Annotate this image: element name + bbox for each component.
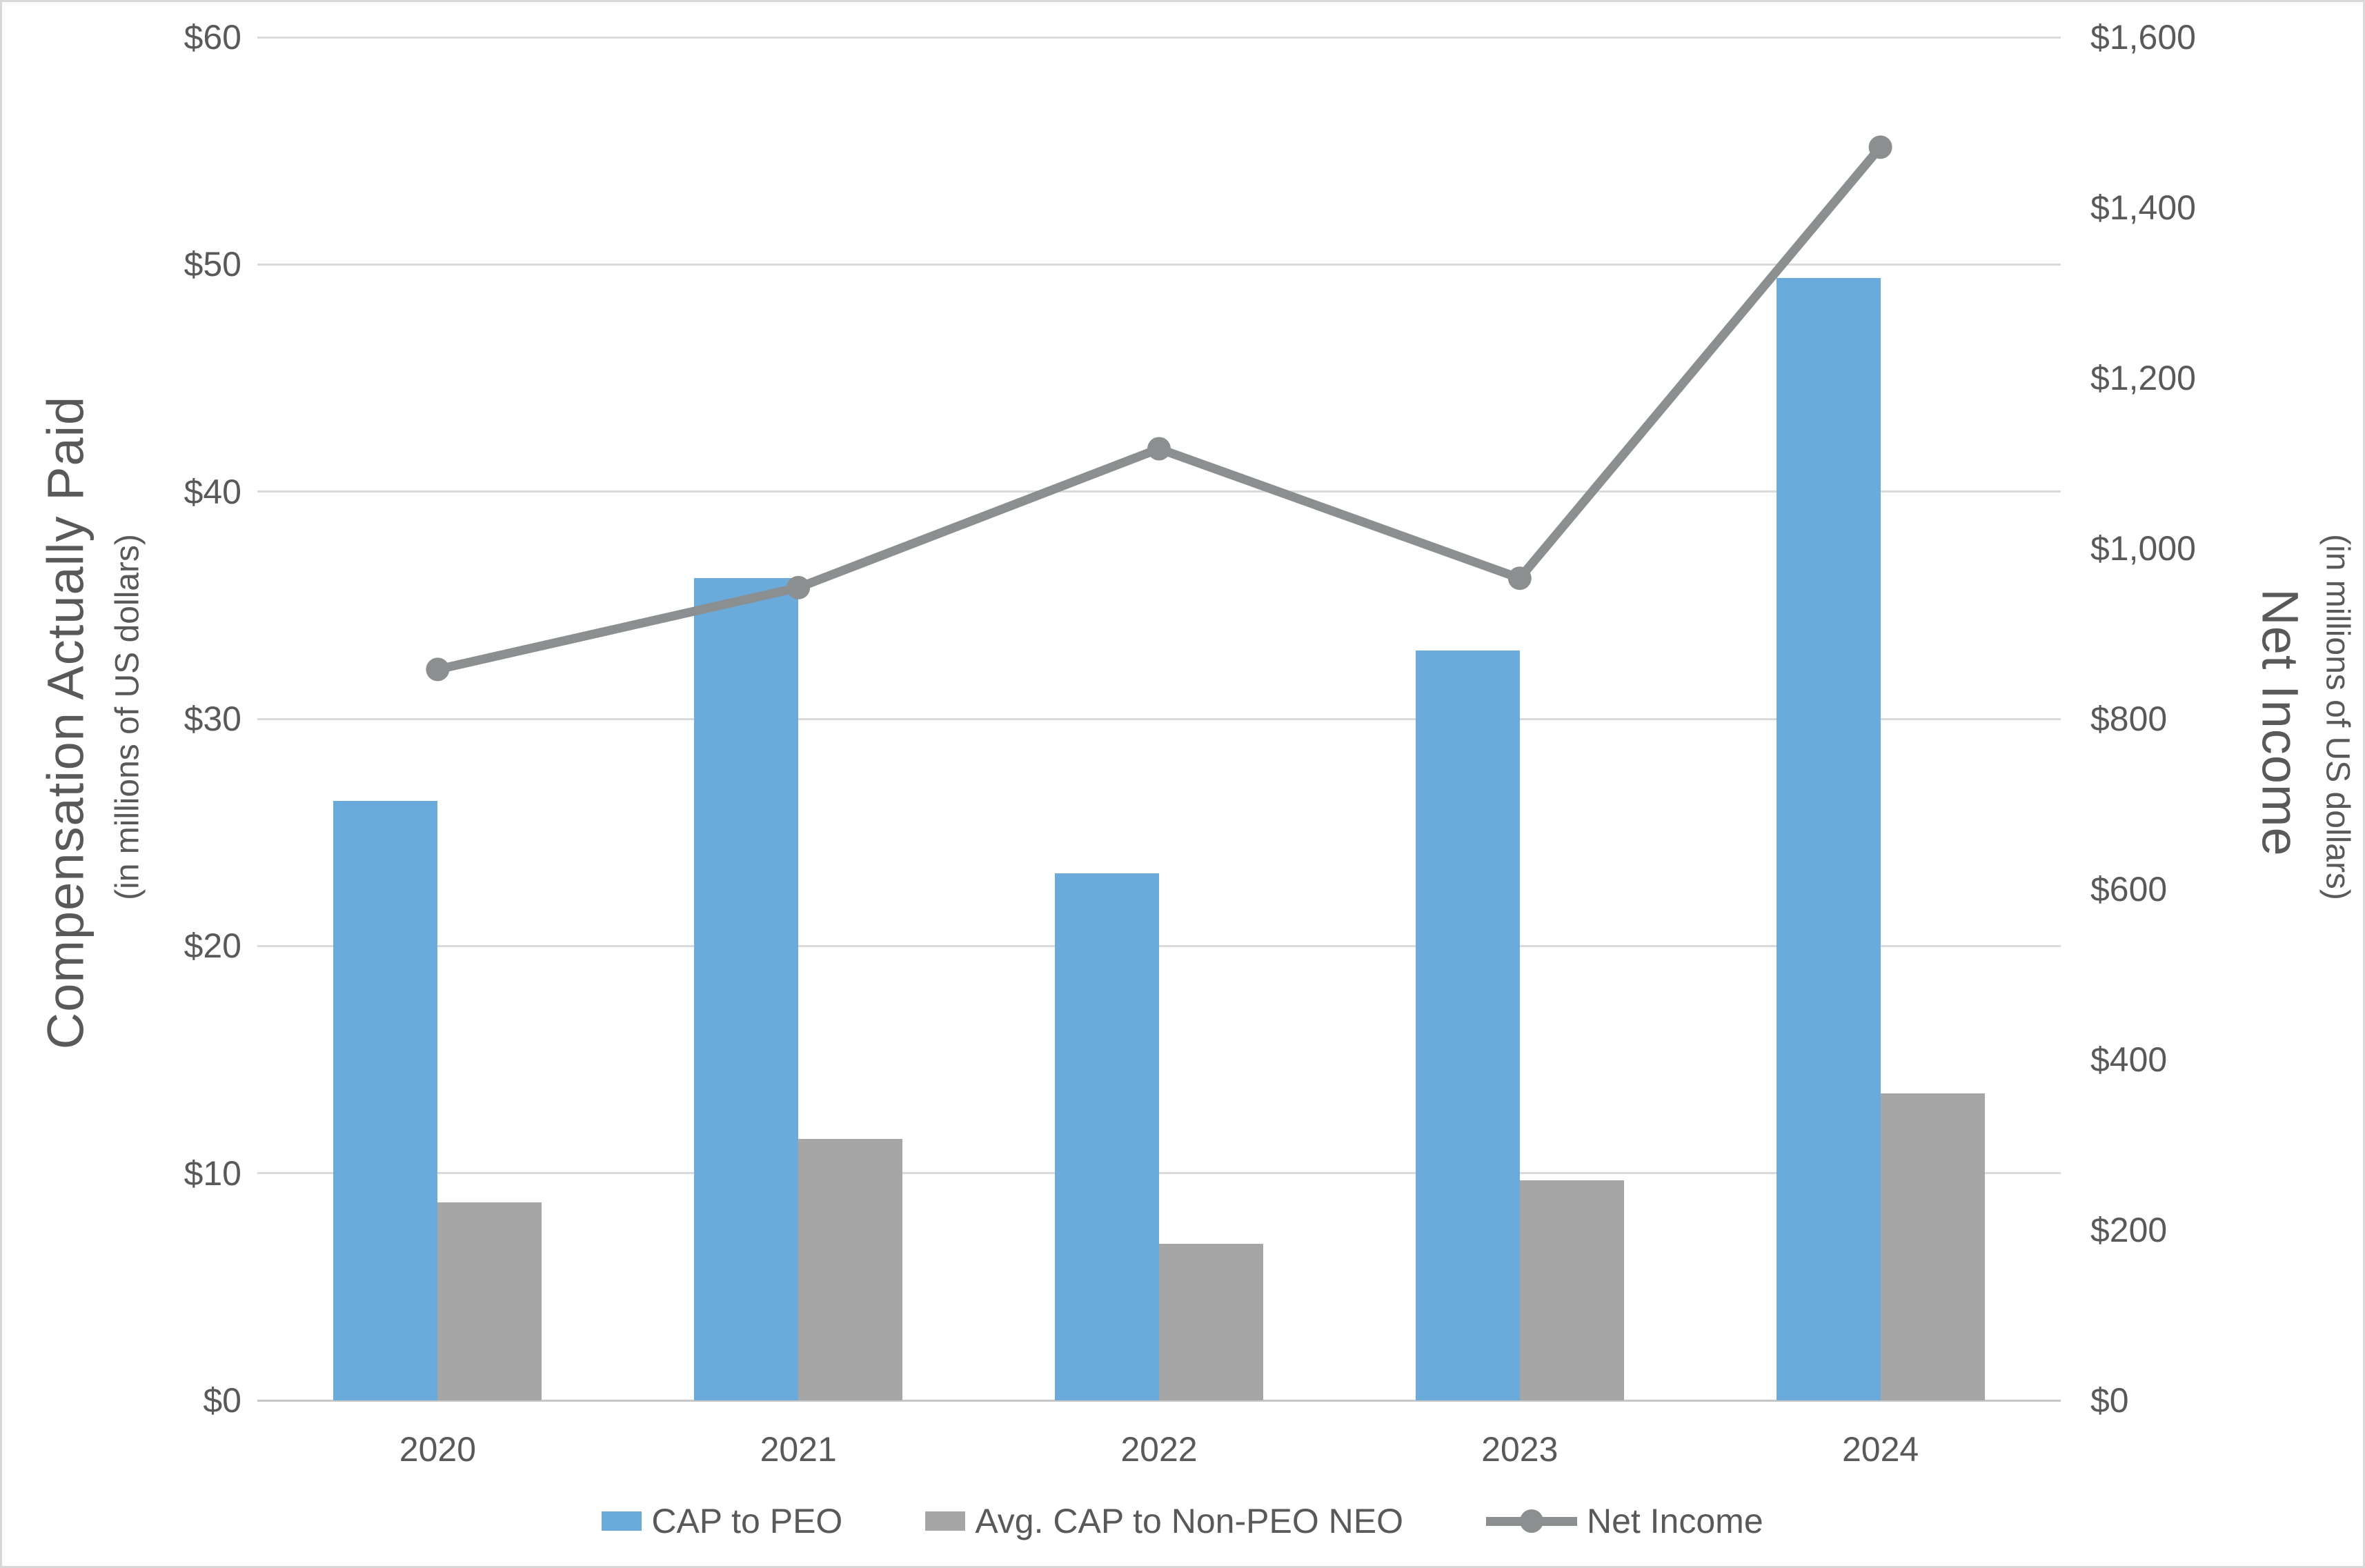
x-axis-label-2021: 2021: [760, 1430, 837, 1469]
left-axis-subtitle: (in millions of US dollars): [109, 534, 146, 900]
bar-cap-to-peo-2024: [1776, 278, 1881, 1400]
h-gridline: [257, 1172, 2061, 1175]
net-income-marker: [426, 657, 450, 682]
x-axis-line: [257, 1399, 2061, 1402]
left-tick-label: $20: [184, 926, 241, 966]
bar-cap-to-peo-2023: [1415, 651, 1520, 1400]
x-axis-label-2023: 2023: [1481, 1430, 1558, 1469]
right-tick-label: $1,200: [2090, 359, 2196, 397]
left-axis-title: Compensation Actually Paid: [37, 395, 95, 1050]
right-tick-label: $0: [2090, 1381, 2129, 1420]
bar-avg-cap-to-non-peo-neo-2023: [1519, 1180, 1624, 1400]
h-gridline: [257, 717, 2061, 720]
right-axis-subtitle: (in millions of US dollars): [2319, 534, 2356, 900]
legend-label: Avg. CAP to Non-PEO NEO: [975, 1502, 1403, 1540]
plot-area: [257, 36, 2061, 1402]
right-tick-label: $600: [2090, 870, 2168, 909]
right-axis-title: Net Income: [2251, 588, 2309, 857]
net-income-marker: [786, 575, 811, 599]
legend-line-icon: [1485, 1509, 1577, 1533]
right-tick-label: $1,600: [2090, 18, 2196, 57]
right-tick-label: $200: [2090, 1211, 2168, 1249]
legend-line-marker-icon: [1519, 1509, 1543, 1533]
bar-avg-cap-to-non-peo-neo-2020: [437, 1202, 542, 1400]
legend-item-cap-to-peo: CAP to PEO: [602, 1501, 842, 1541]
left-tick-label: $30: [184, 699, 241, 738]
bar-avg-cap-to-non-peo-neo-2024: [1880, 1093, 1985, 1400]
right-tick-label: $1,400: [2090, 188, 2196, 227]
legend-swatch-icon: [925, 1511, 966, 1531]
x-axis-label-2024: 2024: [1841, 1430, 1919, 1469]
legend-label: CAP to PEO: [651, 1502, 843, 1540]
h-gridline: [257, 490, 2061, 493]
net-income-marker: [1147, 437, 1171, 461]
x-axis-label-2022: 2022: [1120, 1430, 1198, 1469]
net-income-marker: [1507, 566, 1532, 591]
bar-cap-to-peo-2022: [1055, 873, 1159, 1400]
h-gridline: [257, 944, 2061, 947]
h-gridline: [257, 36, 2061, 39]
bar-cap-to-peo-2021: [694, 577, 799, 1400]
bar-avg-cap-to-non-peo-neo-2021: [798, 1139, 903, 1400]
right-tick-label: $800: [2090, 699, 2168, 738]
bar-avg-cap-to-non-peo-neo-2022: [1159, 1243, 1263, 1400]
legend-label: Net Income: [1586, 1502, 1763, 1540]
net-income-line: [436, 144, 1884, 674]
net-income-marker: [1868, 135, 1892, 159]
left-tick-label: $0: [203, 1381, 241, 1420]
legend: CAP to PEO Avg. CAP to Non-PEO NEO Net Inc…: [0, 1490, 2365, 1552]
x-axis-label-2020: 2020: [399, 1430, 476, 1469]
right-tick-label: $1,000: [2090, 529, 2196, 568]
h-gridline: [257, 263, 2061, 266]
left-tick-label: $50: [184, 245, 241, 284]
bar-cap-to-peo-2020: [333, 800, 438, 1400]
left-tick-label: $40: [184, 472, 241, 511]
left-tick-label: $10: [184, 1153, 241, 1193]
legend-item-net-income: Net Income: [1485, 1501, 1763, 1541]
legend-swatch-icon: [602, 1511, 642, 1531]
legend-item-avg-cap-to-non-peo-neo: Avg. CAP to Non-PEO NEO: [925, 1501, 1403, 1541]
net-income-line-layer: [426, 135, 1892, 682]
left-tick-label: $60: [184, 18, 241, 57]
right-tick-label: $400: [2090, 1040, 2168, 1079]
